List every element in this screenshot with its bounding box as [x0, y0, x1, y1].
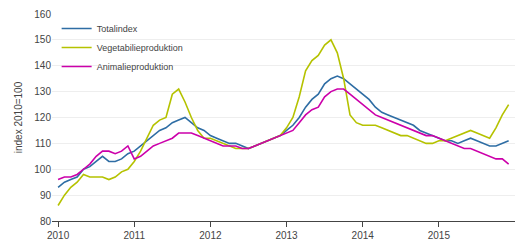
svg-text:130: 130	[34, 86, 51, 97]
svg-text:2013: 2013	[275, 230, 298, 241]
svg-text:Totalindex: Totalindex	[97, 24, 138, 34]
svg-text:80: 80	[40, 216, 52, 227]
svg-text:100: 100	[34, 164, 51, 175]
svg-text:120: 120	[34, 112, 51, 123]
svg-text:140: 140	[34, 60, 51, 71]
svg-text:2014: 2014	[352, 230, 375, 241]
svg-text:2012: 2012	[199, 230, 222, 241]
svg-text:Animalieproduktion: Animalieproduktion	[97, 62, 174, 72]
svg-text:160: 160	[34, 9, 51, 20]
svg-text:150: 150	[34, 34, 51, 45]
svg-text:index 2010=100: index 2010=100	[13, 81, 24, 153]
svg-text:90: 90	[40, 190, 52, 201]
svg-text:Vegetabilieproduktion: Vegetabilieproduktion	[97, 43, 183, 53]
svg-text:2015: 2015	[428, 230, 451, 241]
svg-text:2010: 2010	[47, 230, 70, 241]
svg-text:2011: 2011	[123, 230, 145, 241]
svg-text:110: 110	[35, 138, 51, 149]
